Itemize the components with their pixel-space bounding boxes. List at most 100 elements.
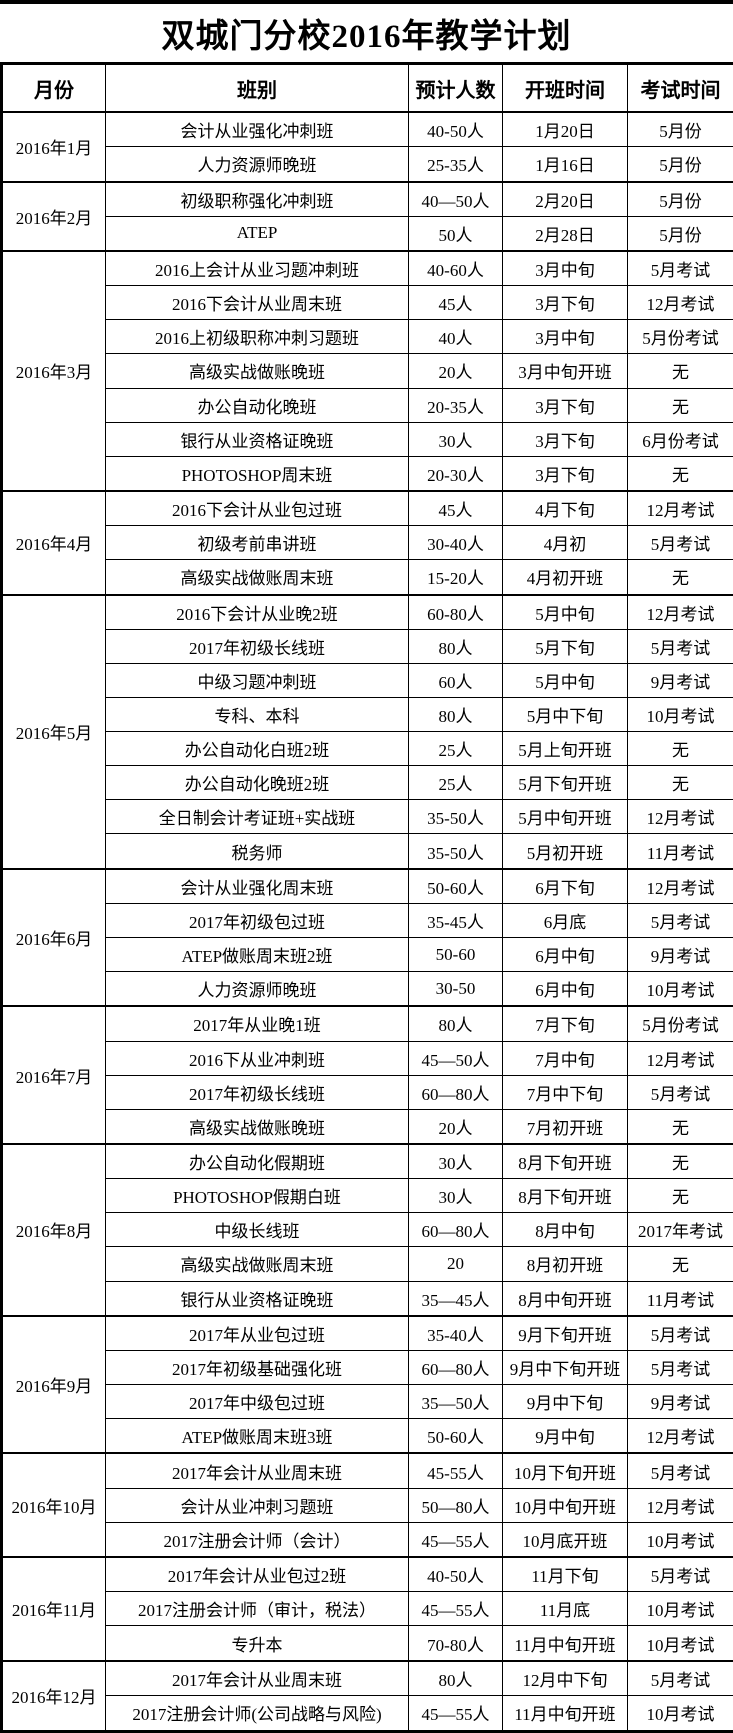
class-name-cell: 2017年初级长线班 xyxy=(105,1074,409,1110)
month-cell: 2016年8月 xyxy=(1,1143,106,1317)
month-cell: 2016年4月 xyxy=(1,489,106,596)
class-name-cell: PHOTOSHOP周末班 xyxy=(105,455,409,492)
teaching-plan-table: 月份 班别 预计人数 开班时间 考试时间 2016年1月 会计从业强化冲刺班 40-… xyxy=(0,62,733,1733)
size-cell: 20人 xyxy=(408,1108,503,1145)
size-cell: 80人 xyxy=(408,1005,503,1042)
exam-time-cell: 9月考试 xyxy=(627,662,733,699)
table-row: 2017年初级长线班 80人 5月下旬 5月考试 xyxy=(2,628,733,664)
table-row: 2017年初级基础强化班 60—80人 9月中下旬开班 5月考试 xyxy=(2,1350,733,1386)
class-name-cell: 专科、本科 xyxy=(105,696,409,733)
size-cell: 45人 xyxy=(408,489,503,527)
exam-time-cell: 5月考试 xyxy=(627,1452,733,1489)
exam-time-cell: 10月考试 xyxy=(627,1625,733,1662)
month-cell: 2016年11月 xyxy=(1,1556,106,1662)
table-row: 2017注册会计师（审计，税法） 45—55人 11月底 10月考试 xyxy=(2,1591,733,1627)
start-time-cell: 4月初 xyxy=(502,525,628,561)
schedule-body: 2016年1月 会计从业强化冲刺班 40-50人 1月20日 5月份 人力资源师晚班 25-… xyxy=(1,111,733,1733)
top-border-bar xyxy=(0,0,733,4)
month-cell: 2016年5月 xyxy=(1,593,106,870)
exam-time-cell: 12月考试 xyxy=(627,1418,733,1454)
class-name-cell: 高级实战做账周末班 xyxy=(105,559,409,596)
size-cell: 40人 xyxy=(408,319,503,355)
month-cell: 2016年7月 xyxy=(1,1005,106,1145)
start-time-cell: 3月中旬 xyxy=(502,319,628,355)
start-time-cell: 5月中下旬 xyxy=(502,696,628,733)
month-cell: 2016年6月 xyxy=(1,867,106,1007)
size-cell: 45—55人 xyxy=(408,1521,503,1558)
class-name-cell: 2016下会计从业周末班 xyxy=(105,285,409,321)
start-time-cell: 3月中旬 xyxy=(502,250,628,287)
table-row: 2017年初级包过班 35-45人 6月底 5月考试 xyxy=(2,902,733,938)
size-cell: 60—80人 xyxy=(408,1074,503,1110)
start-time-cell: 6月下旬 xyxy=(502,867,628,904)
table-row: 专科、本科 80人 5月中下旬 10月考试 xyxy=(2,696,733,733)
start-time-cell: 8月初开班 xyxy=(502,1246,628,1282)
start-time-cell: 8月中旬 xyxy=(502,1212,628,1248)
exam-time-cell: 5月份考试 xyxy=(627,1005,733,1042)
table-row: 2016年4月 2016下会计从业包过班 45人 4月下旬 12月考试 xyxy=(1,489,733,596)
class-name-cell: 办公自动化晚班2班 xyxy=(105,765,409,801)
size-cell: 20-30人 xyxy=(408,455,503,492)
size-cell: 45-55人 xyxy=(408,1452,503,1489)
exam-time-cell: 5月考试 xyxy=(627,250,733,287)
class-name-cell: 2017年初级基础强化班 xyxy=(105,1350,409,1386)
exam-time-cell: 无 xyxy=(627,387,733,423)
table-row: 2016上初级职称冲刺习题班 40人 3月中旬 5月份考试 xyxy=(2,319,733,355)
table-row: PHOTOSHOP周末班 20-30人 3月下旬无 xyxy=(2,455,733,492)
title-row: 双城门分校2016年教学计划 xyxy=(0,4,733,62)
exam-time-cell: 无 xyxy=(627,353,733,389)
class-name-cell: ATEP xyxy=(105,215,409,252)
class-name-cell: 2017年会计从业周末班 xyxy=(105,1659,409,1696)
start-time-cell: 11月下旬 xyxy=(502,1556,628,1593)
size-cell: 40—50人 xyxy=(408,180,503,217)
table-row: ATEP做账周末班2班 50-60 6月中旬 9月考试 xyxy=(2,936,733,973)
class-name-cell: ATEP做账周末班2班 xyxy=(105,936,409,973)
start-time-cell: 10月底开班 xyxy=(502,1521,628,1558)
start-time-cell: 11月底 xyxy=(502,1591,628,1627)
size-cell: 30-50 xyxy=(408,971,503,1007)
start-time-cell: 3月中旬开班 xyxy=(502,353,628,389)
table-row: 中级习题冲刺班 60人 5月中旬 9月考试 xyxy=(2,662,733,699)
start-time-cell: 8月下旬开班 xyxy=(502,1178,628,1214)
table-row: ATEP做账周末班3班 50-60人 9月中旬 12月考试 xyxy=(2,1418,733,1454)
month-cell: 2016年1月 xyxy=(1,111,106,182)
table-row: 2016年8月 办公自动化假期班 30人 8月下旬开班无 xyxy=(1,1143,733,1317)
start-time-cell: 4月下旬 xyxy=(502,489,628,527)
exam-time-cell: 5月考试 xyxy=(627,1314,733,1352)
class-name-cell: 会计从业强化周末班 xyxy=(105,867,409,904)
exam-time-cell: 12月考试 xyxy=(627,867,733,904)
start-time-cell: 5月初开班 xyxy=(502,833,628,870)
exam-time-cell: 12月考试 xyxy=(627,489,733,527)
start-time-cell: 12月中下旬 xyxy=(502,1659,628,1696)
table-row: 人力资源师晚班 30-50 6月中旬 10月考试 xyxy=(2,971,733,1007)
class-name-cell: 银行从业资格证晚班 xyxy=(105,421,409,457)
page-title: 双城门分校2016年教学计划 xyxy=(161,19,572,55)
table-row: 2016年3月 2016上会计从业习题冲刺班 40-60人 3月中旬 5月考试 xyxy=(1,250,733,492)
start-time-cell: 6月中旬 xyxy=(502,936,628,973)
column-header-size: 预计人数 xyxy=(408,63,503,113)
table-row: 2016年2月 初级职称强化冲刺班 40—50人 2月20日 5月份 xyxy=(1,180,733,252)
class-name-cell: 办公自动化白班2班 xyxy=(105,731,409,767)
table-row: 2017注册会计师（会计） 45—55人 10月底开班 10月考试 xyxy=(2,1521,733,1558)
table-row: PHOTOSHOP假期白班 30人 8月下旬开班无 xyxy=(2,1178,733,1214)
table-row: 银行从业资格证晚班 30人 3月下旬 6月份考试 xyxy=(2,421,733,457)
class-name-cell: 2017年初级包过班 xyxy=(105,902,409,938)
start-time-cell: 2月28日 xyxy=(502,215,628,252)
exam-time-cell: 11月考试 xyxy=(627,1280,733,1317)
start-time-cell: 11月中旬开班 xyxy=(502,1625,628,1662)
exam-time-cell: 无 xyxy=(627,1178,733,1214)
table-row: 高级实战做账周末班 15-20人 4月初开班无 xyxy=(2,559,733,596)
start-time-cell: 4月初开班 xyxy=(502,559,628,596)
size-cell: 15-20人 xyxy=(408,559,503,596)
size-cell: 20 xyxy=(408,1246,503,1282)
exam-time-cell: 5月考试 xyxy=(627,1350,733,1386)
table-row: 银行从业资格证晚班 35—45人 8月中旬开班 11月考试 xyxy=(2,1280,733,1317)
exam-time-cell: 2017年考试 xyxy=(627,1212,733,1248)
size-cell: 35-50人 xyxy=(408,833,503,870)
exam-time-cell: 无 xyxy=(627,765,733,801)
class-name-cell: 高级实战做账晚班 xyxy=(105,1108,409,1145)
exam-time-cell: 10月考试 xyxy=(627,1591,733,1627)
exam-time-cell: 5月份考试 xyxy=(627,319,733,355)
exam-time-cell: 无 xyxy=(627,1143,733,1180)
